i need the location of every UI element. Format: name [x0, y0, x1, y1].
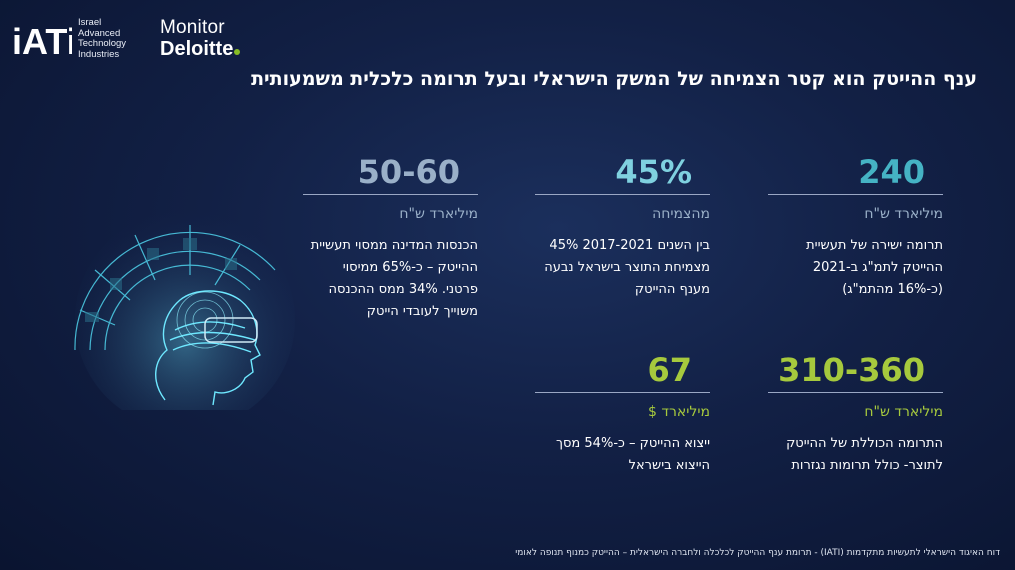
stat-value: 45% [535, 154, 710, 195]
stat-value: 240 [768, 154, 943, 195]
iati-wordmark: Israel Advanced Technology Industries [78, 17, 127, 60]
stat-growth-share: 45% מהצמיחה בין השנים 2017-2021 45% מצמי… [535, 154, 710, 301]
deloitte-text: Deloitte [160, 38, 270, 60]
svg-text:iATi: iATi [12, 21, 72, 62]
stat-total-contribution: 310-360 מיליארד ש"ח התרומה הכוללת של ההי… [768, 352, 943, 477]
stat-description: תרומה ישירה של תעשיית ההייטק לתמ"ג ב-202… [806, 238, 943, 297]
stat-description: בין השנים 2017-2021 45% מצמיחת התוצר ביש… [544, 238, 710, 297]
stat-description: הכנסות המדינה ממסוי תעשיית ההייטק – כ-65… [310, 238, 478, 319]
stat-tax-revenue: 50-60 מיליארד ש"ח הכנסות המדינה ממסוי תע… [303, 154, 478, 323]
stat-value: 67 [535, 352, 710, 393]
stat-unit: מיליארד $ [648, 404, 710, 420]
monitor-deloitte-logo: Monitor Deloitte [160, 18, 270, 62]
deloitte-dot-icon [234, 49, 241, 55]
page-title: ענף ההייטק הוא קטר הצמיחה של המשק הישראל… [251, 68, 977, 90]
iati-line: Industries [78, 48, 120, 60]
stat-value: 50-60 [303, 154, 478, 195]
stat-exports: 67 מיליארד $ ייצוא ההייטק – כ-54% מסך הי… [535, 352, 710, 477]
stat-unit: מיליארד ש"ח [864, 404, 943, 420]
stat-unit: מיליארד ש"ח [399, 206, 478, 222]
iati-logo: iATi Israel Advanced Technology Industri… [12, 14, 132, 64]
digital-head-illustration-icon [74, 210, 295, 410]
stat-unit: מיליארד ש"ח [864, 206, 943, 222]
monitor-text: Monitor [160, 17, 225, 38]
iati-line: Technology [78, 38, 127, 49]
iati-mark-icon: iATi [12, 21, 72, 62]
stat-description: התרומה הכוללת של ההייטק לתוצר- כולל תרומ… [786, 436, 943, 473]
iati-line: Israel [78, 17, 102, 28]
source-footnote: דוח האיגוד הישראלי לתעשיות מתקדמות (IATI… [515, 548, 1000, 558]
stat-value: 310-360 [768, 352, 943, 393]
stat-direct-gdp: 240 מיליארד ש"ח תרומה ישירה של תעשיית הה… [768, 154, 943, 301]
iati-line: Advanced [78, 27, 121, 39]
stat-unit: מהצמיחה [652, 206, 710, 222]
stat-description: ייצוא ההייטק – כ-54% מסך הייצוא בישראל [556, 436, 710, 473]
deloitte-word: Deloitte [160, 38, 234, 60]
